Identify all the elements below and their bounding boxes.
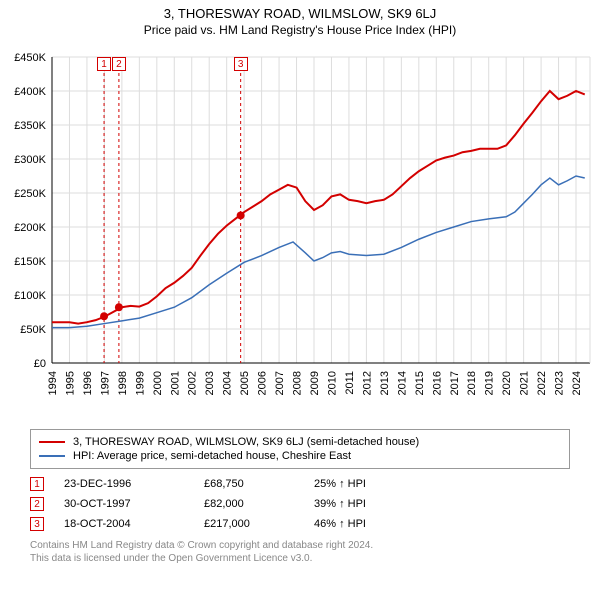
y-axis-label: £350K — [14, 120, 46, 132]
sale-price: £217,000 — [204, 518, 314, 530]
sale-price: £82,000 — [204, 498, 314, 510]
chart-area: £0 £50K £100K £150K £200K £250K £300K £350K £400… — [0, 43, 600, 423]
x-axis-label: 2010 — [326, 371, 338, 395]
x-axis-label: 2022 — [536, 371, 548, 395]
sale-marker-dot — [237, 211, 245, 219]
sale-date: 23-DEC-1996 — [64, 478, 204, 490]
x-axis-label: 2024 — [571, 371, 583, 395]
sale-marker-dot — [115, 303, 123, 311]
x-axis-label: 1997 — [99, 371, 111, 395]
x-axis-label: 2007 — [274, 371, 286, 395]
x-axis-label: 2008 — [292, 371, 304, 395]
sale-price: £68,750 — [204, 478, 314, 490]
x-axis-label: 2000 — [152, 371, 164, 395]
legend-swatch — [39, 441, 65, 443]
y-axis-label: £200K — [14, 222, 46, 234]
sale-row: 1 23-DEC-1996£68,75025% ↑ HPI — [30, 477, 570, 491]
sale-badge: 1 — [30, 477, 44, 491]
x-axis-label: 2017 — [449, 371, 461, 395]
x-axis-label: 2004 — [222, 371, 234, 395]
x-axis-label: 2020 — [501, 371, 513, 395]
series-hpi — [52, 176, 585, 328]
x-axis-label: 2015 — [414, 371, 426, 395]
sale-badge: 2 — [30, 497, 44, 511]
x-axis-label: 1999 — [134, 371, 146, 395]
sales-table: 1 23-DEC-1996£68,75025% ↑ HPI 2 30-OCT-1997… — [30, 477, 570, 531]
x-axis-label: 2023 — [554, 371, 566, 395]
chart-subtitle: Price paid vs. HM Land Registry's House … — [0, 23, 600, 37]
x-axis-label: 2016 — [431, 371, 443, 395]
x-axis-label: 2001 — [169, 371, 181, 395]
sale-marker-dot — [100, 312, 108, 320]
y-axis-label: £150K — [14, 256, 46, 268]
x-axis-label: 1996 — [82, 371, 94, 395]
x-axis-label: 2014 — [396, 371, 408, 395]
x-axis-label: 2005 — [239, 371, 251, 395]
sale-marker-badge: 2 — [112, 57, 126, 71]
sale-pct: 39% ↑ HPI — [314, 498, 434, 510]
sale-marker-badge: 3 — [234, 57, 248, 71]
sale-date: 18-OCT-2004 — [64, 518, 204, 530]
legend-item: 3, THORESWAY ROAD, WILMSLOW, SK9 6LJ (se… — [39, 436, 561, 448]
legend: 3, THORESWAY ROAD, WILMSLOW, SK9 6LJ (se… — [30, 429, 570, 469]
y-axis-label: £400K — [14, 86, 46, 98]
chart-title: 3, THORESWAY ROAD, WILMSLOW, SK9 6LJ — [0, 6, 600, 21]
legend-item: HPI: Average price, semi-detached house,… — [39, 450, 561, 462]
series-subject — [52, 91, 585, 324]
y-axis-label: £250K — [14, 188, 46, 200]
footer-attribution: Contains HM Land Registry data © Crown c… — [30, 539, 570, 565]
sale-row: 3 18-OCT-2004£217,00046% ↑ HPI — [30, 517, 570, 531]
legend-label: HPI: Average price, semi-detached house,… — [73, 450, 351, 462]
sale-marker-badge: 1 — [97, 57, 111, 71]
sale-pct: 25% ↑ HPI — [314, 478, 434, 490]
y-axis-label: £100K — [14, 290, 46, 302]
x-axis-label: 2019 — [484, 371, 496, 395]
sale-date: 30-OCT-1997 — [64, 498, 204, 510]
x-axis-label: 2021 — [519, 371, 531, 395]
y-axis-label: £50K — [20, 324, 46, 336]
x-axis-label: 2012 — [361, 371, 373, 395]
x-axis-label: 1995 — [64, 371, 76, 395]
y-axis-label: £0 — [34, 358, 46, 370]
sale-row: 2 30-OCT-1997£82,00039% ↑ HPI — [30, 497, 570, 511]
footer-line-2: This data is licensed under the Open Gov… — [30, 552, 570, 565]
x-axis-label: 2009 — [309, 371, 321, 395]
x-axis-label: 2018 — [466, 371, 478, 395]
x-axis-label: 2011 — [344, 371, 356, 395]
y-axis-label: £450K — [14, 52, 46, 64]
x-axis-label: 2002 — [187, 371, 199, 395]
y-axis-label: £300K — [14, 154, 46, 166]
x-axis-label: 2006 — [257, 371, 269, 395]
footer-line-1: Contains HM Land Registry data © Crown c… — [30, 539, 570, 552]
sale-pct: 46% ↑ HPI — [314, 518, 434, 530]
legend-swatch — [39, 455, 65, 457]
sale-badge: 3 — [30, 517, 44, 531]
x-axis-label: 2013 — [379, 371, 391, 395]
x-axis-label: 1998 — [117, 371, 129, 395]
chart-svg: £0 £50K £100K £150K £200K £250K £300K £350K £400… — [0, 43, 600, 423]
x-axis-label: 2003 — [204, 371, 216, 395]
x-axis-label: 1994 — [47, 371, 59, 395]
legend-label: 3, THORESWAY ROAD, WILMSLOW, SK9 6LJ (se… — [73, 436, 419, 448]
